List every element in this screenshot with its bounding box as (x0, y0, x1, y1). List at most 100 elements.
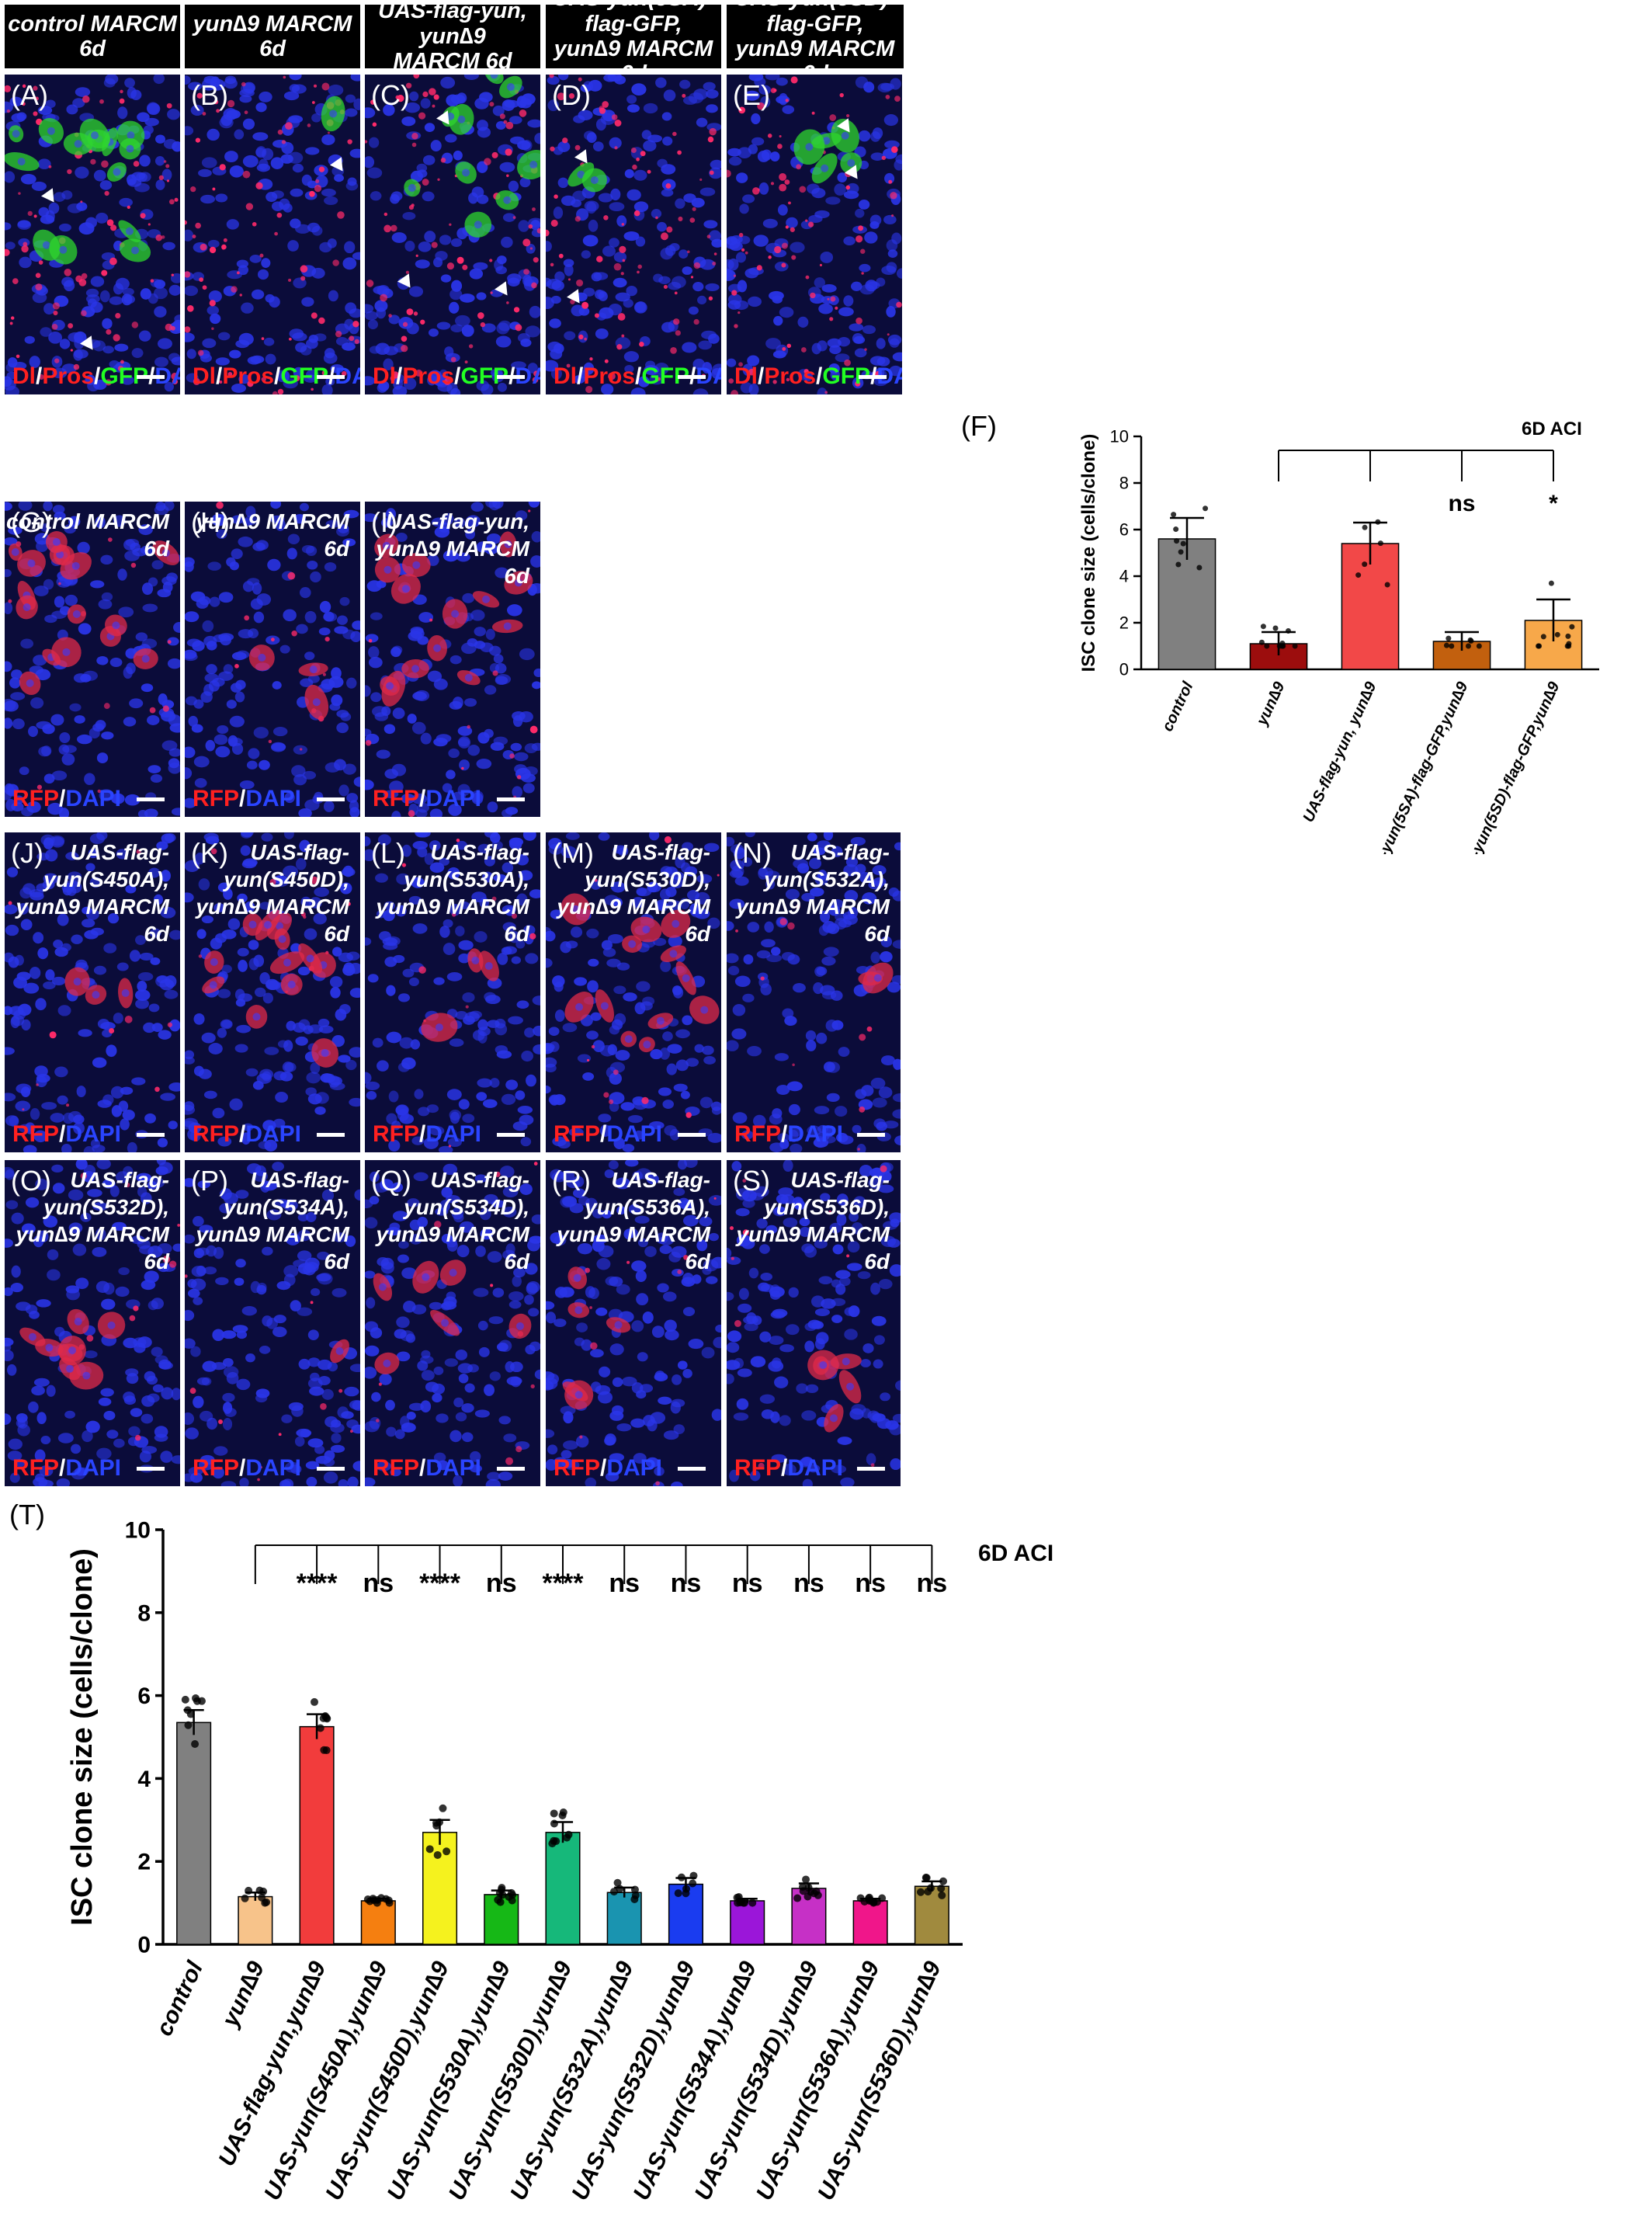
data-point (369, 1895, 377, 1903)
header-line-1: yun∆9 MARCM 6d (193, 11, 352, 61)
data-point (927, 1884, 935, 1892)
bar-12 (852, 1900, 888, 1945)
data-point (442, 1847, 451, 1856)
panel-g: (G) control MARCM 6d RFP/DAPI (5, 502, 180, 817)
data-point (432, 1822, 441, 1830)
panel-title: UAS-flag-yun(S532D), yun∆9 MARCM 6d (16, 1168, 169, 1273)
panel-b: (B)Dl/Pros/GFP/DAPI (185, 75, 360, 394)
data-point (689, 1879, 697, 1888)
panel-d: (D) Dl/Pros/GFP/DAPI (546, 75, 721, 394)
data-point (1196, 565, 1203, 571)
stain-legend: RFP/DAPI (193, 786, 302, 811)
data-point (377, 1894, 386, 1902)
data-point (181, 1695, 189, 1704)
y-tick-label: 4 (1119, 567, 1129, 586)
data-point (1279, 641, 1286, 647)
panel-label: (S) (733, 1165, 770, 1197)
data-point (1536, 643, 1543, 649)
data-point (385, 1899, 394, 1907)
data-point (1540, 634, 1546, 640)
y-axis-label: ISC clone size (cells/clone) (1078, 434, 1099, 672)
data-point (1258, 639, 1265, 645)
data-point (613, 1878, 622, 1887)
panel-label: (G) (11, 506, 51, 538)
bar-4 (360, 1900, 396, 1945)
data-point (1476, 643, 1482, 649)
column-header-5: UAS-yun(5SD)-flag-GFP,yun∆9 MARCM 6d (727, 0, 904, 86)
micrograph (5, 75, 180, 394)
micrograph (185, 832, 360, 1152)
panel-label: (L) (371, 837, 405, 869)
data-point (261, 1899, 269, 1907)
data-point (255, 1886, 264, 1895)
scale-bar (497, 1133, 525, 1137)
data-point (864, 1894, 873, 1902)
data-point (609, 1888, 618, 1896)
data-point (1264, 643, 1270, 649)
significance-label: ns (1448, 491, 1475, 516)
scale-bar (678, 1467, 706, 1471)
category-label: yun∆9 (217, 1958, 269, 2032)
y-tick-label: 0 (137, 1933, 151, 1958)
data-point (630, 1885, 639, 1894)
scale-bar (317, 1467, 345, 1471)
panel-label: (D) (552, 79, 591, 111)
panel-s: (S) UAS-flag-yun(S536D), yun∆9 MARCM 6d RFP… (727, 1160, 901, 1486)
panel-m: (M) UAS-flag-yun(S530D), yun∆9 MARCM 6d RFP… (546, 832, 721, 1152)
panel-p: (P) UAS-flag-yun(S534A), yun∆9 MARCM 6d RFP… (185, 1160, 360, 1486)
data-point (1377, 540, 1383, 547)
category-label: UAS-yun(5SD)-flag-GFP,yun∆9 (1453, 679, 1564, 854)
data-point (1446, 635, 1452, 641)
data-point (1180, 540, 1186, 547)
stain-legend: Dl/Pros/GFP/DAPI (373, 363, 540, 389)
panel-title: UAS-flag-yun(S534D), yun∆9 MARCM 6d (376, 1168, 529, 1273)
stain-legend: RFP/DAPI (373, 1121, 482, 1147)
data-point (1178, 549, 1184, 555)
data-point (674, 1889, 682, 1898)
data-point (810, 1889, 818, 1898)
bar-7 (545, 1832, 581, 1945)
panel-a: (A)Dl/Pros/GFP/DAPI (5, 75, 180, 394)
data-point (191, 1739, 200, 1748)
stain-legend: RFP/DAPI (734, 1455, 844, 1481)
data-point (1384, 582, 1390, 588)
panel-n: (N) UAS-flag-yun(S532A), yun∆9 MARCM 6d RFP… (727, 832, 901, 1152)
y-tick-label: 10 (125, 1518, 151, 1544)
y-tick-label: 6 (1119, 520, 1129, 540)
data-point (550, 1819, 558, 1828)
stain-legend: RFP/DAPI (193, 1455, 302, 1481)
data-point (682, 1885, 690, 1893)
data-point (184, 1721, 193, 1729)
column-header-4: UAS-yun(5SA)-flag-GFP,yun∆9 MARCM 6d (546, 0, 721, 86)
data-point (793, 1894, 802, 1902)
chart-T: 0 2 4 6 8 10 ISC clone size (cells/clone) contr… (66, 1518, 1053, 2204)
header-line-1: UAS-yun(5SD)-flag-GFP, (734, 0, 896, 36)
category-label: control (151, 1957, 208, 2040)
micrograph (5, 1160, 180, 1486)
data-point (498, 1884, 506, 1892)
data-point (1443, 642, 1449, 648)
micrograph (727, 75, 902, 394)
category-label: control (1159, 679, 1197, 734)
data-point (802, 1875, 810, 1884)
scale-bar (857, 1467, 885, 1471)
data-point (631, 1891, 640, 1899)
data-point (1465, 643, 1471, 649)
scale-bar (137, 375, 165, 379)
scale-bar (137, 1133, 165, 1137)
micrograph (365, 832, 540, 1152)
panel-label: (K) (191, 837, 228, 869)
header-line-1: UAS-yun(5SA)-flag-GFP, (553, 0, 714, 36)
panel-label-t: (T) (9, 1499, 45, 1530)
panel-label: (N) (733, 837, 772, 869)
data-point (748, 1899, 757, 1907)
panel-label: (E) (733, 79, 770, 111)
panel-title: UAS-flag-yun(S536D), yun∆9 MARCM 6d (736, 1168, 890, 1273)
panel-title: UAS-flag-yun(S532A), yun∆9 MARCM 6d (736, 840, 890, 946)
stain-legend: RFP/DAPI (12, 786, 122, 811)
micrograph (5, 832, 180, 1152)
stain-legend: RFP/DAPI (554, 1121, 663, 1147)
chart-annotation: 6D ACI (978, 1541, 1053, 1566)
panel-label: (P) (191, 1165, 228, 1197)
panel-q: (Q) UAS-flag-yun(S534D), yun∆9 MARCM 6d RFP… (365, 1160, 540, 1486)
